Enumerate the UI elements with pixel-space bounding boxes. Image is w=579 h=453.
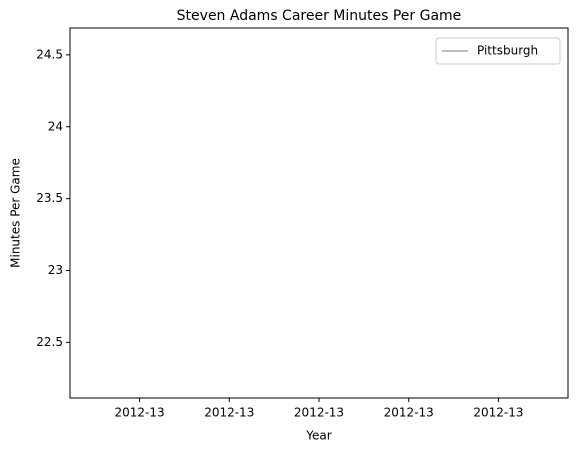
x-tick-label: 2012-13 bbox=[384, 406, 434, 420]
axes-frame bbox=[69, 27, 569, 399]
y-tick-label: 24.5 bbox=[36, 47, 63, 61]
x-tick-label: 2012-13 bbox=[473, 406, 523, 420]
x-axis-label: Year bbox=[305, 429, 331, 443]
legend-label: Pittsburgh bbox=[477, 44, 538, 58]
y-tick-label: 22.5 bbox=[36, 335, 63, 349]
x-tick-label: 2012-13 bbox=[204, 406, 254, 420]
y-tick-label: 24 bbox=[48, 119, 63, 133]
legend-box bbox=[435, 37, 561, 65]
y-axis-label: Minutes Per Game bbox=[9, 158, 23, 268]
y-tick-label: 23.5 bbox=[36, 191, 63, 205]
y-tick-label: 23 bbox=[48, 263, 63, 277]
x-tick-label: 2012-13 bbox=[294, 406, 344, 420]
chart-title: Steven Adams Career Minutes Per Game bbox=[177, 8, 462, 24]
x-tick-label: 2012-13 bbox=[114, 406, 164, 420]
